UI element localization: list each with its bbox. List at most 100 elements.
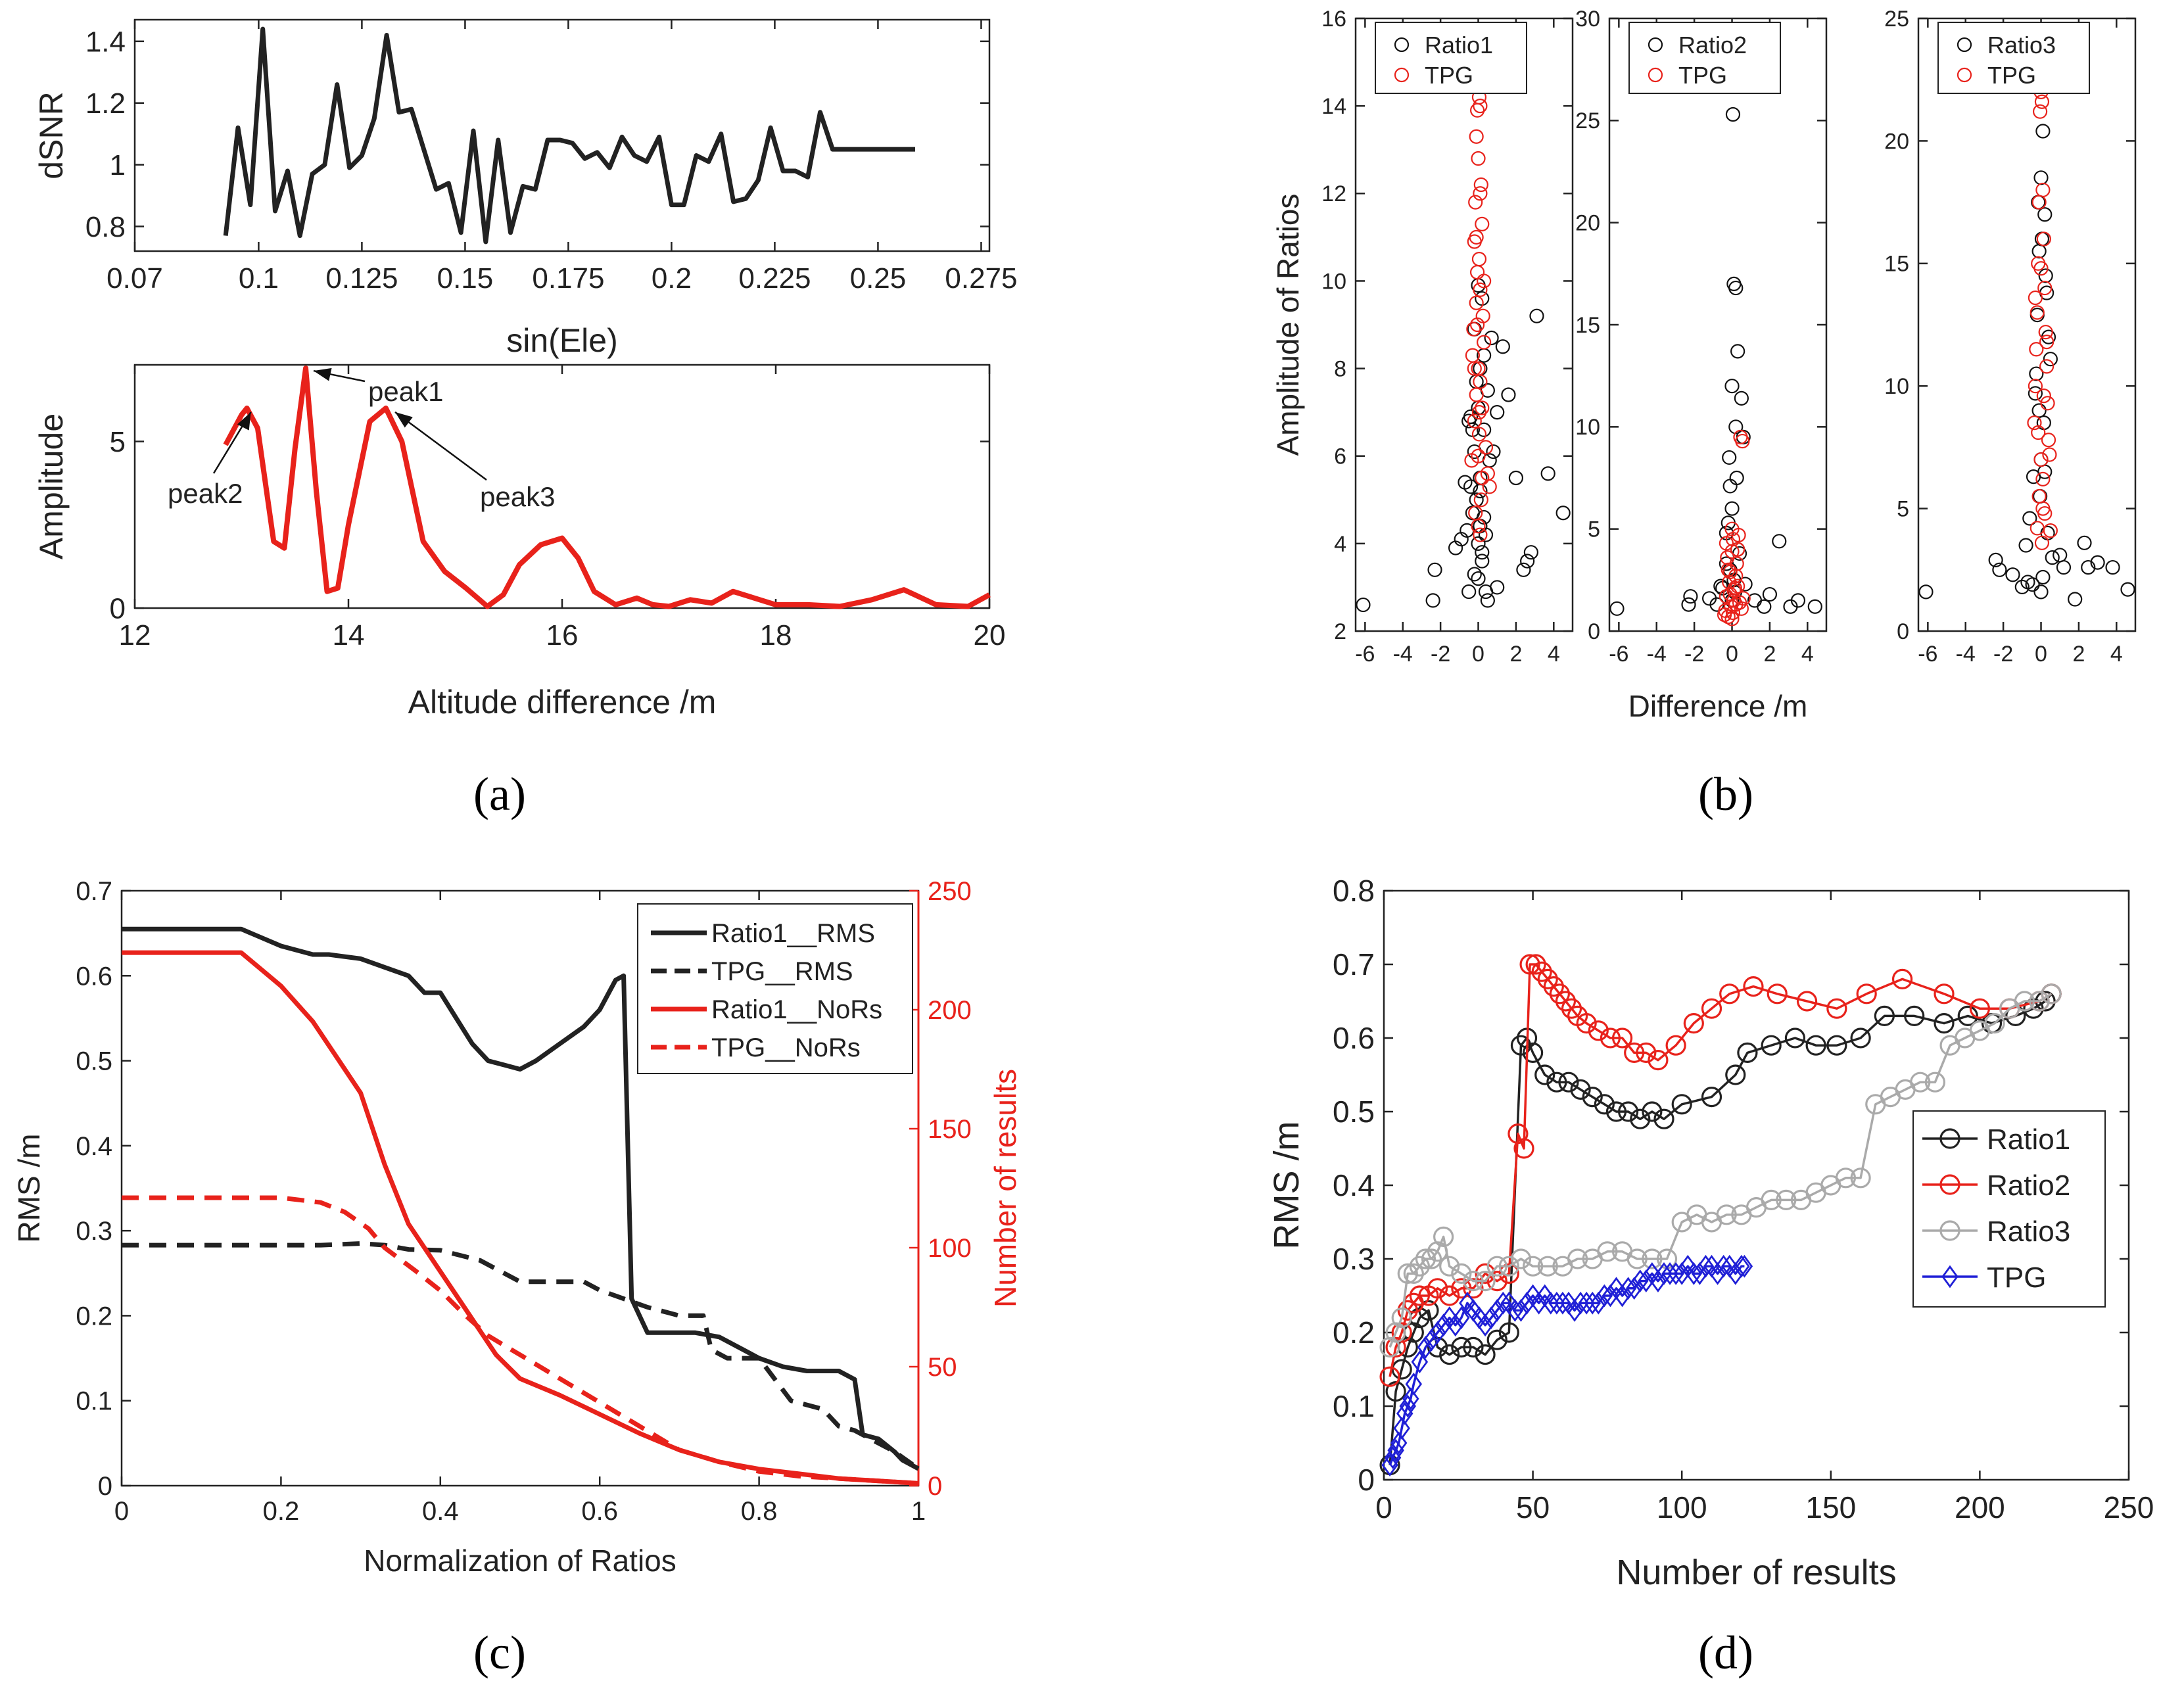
legend-marker xyxy=(1957,67,1972,83)
scatter-point-ratio2 xyxy=(1729,470,1744,486)
y-tick-label: 0.4 xyxy=(1333,1168,1375,1202)
x-tick-label: -6 xyxy=(1609,642,1628,667)
legend-marker xyxy=(1939,1220,1960,1241)
marker-ratio3 xyxy=(1463,1270,1484,1292)
marker-ratio1 xyxy=(1463,1336,1484,1358)
x-tick-label: -4 xyxy=(1647,642,1667,667)
scatter-point-tpg xyxy=(1725,532,1741,547)
marker-tpg xyxy=(1399,1394,1416,1418)
marker-tpg xyxy=(1411,1350,1429,1374)
marker-ratio3 xyxy=(1379,1336,1400,1358)
marker-tpg xyxy=(1685,1262,1703,1285)
marker-ratio3 xyxy=(2014,991,2035,1012)
marker-ratio1 xyxy=(1874,1005,1895,1027)
x-axis-label: Difference /m xyxy=(1628,689,1808,723)
marker-ratio2 xyxy=(1427,1278,1448,1299)
scatter-point-ratio1 xyxy=(1486,444,1501,460)
scatter-point-ratio1 xyxy=(1478,527,1494,542)
marker-ratio2 xyxy=(1519,954,1540,975)
marker-ratio2 xyxy=(1588,1020,1609,1041)
y-tick-label: 25 xyxy=(1884,7,1909,32)
annotation-arrow-line xyxy=(394,411,487,481)
marker-ratio2 xyxy=(1600,1027,1621,1049)
scatter-point-ratio2 xyxy=(1807,599,1822,614)
scatter-point-tpg xyxy=(2031,195,2047,210)
marker-ratio1 xyxy=(1957,1005,1978,1027)
marker-ratio1 xyxy=(1439,1344,1460,1365)
marker-tpg xyxy=(1650,1269,1667,1292)
annotation-peak2: peak2 xyxy=(168,478,243,509)
marker-ratio1 xyxy=(1558,1072,1579,1093)
marker-ratio1 xyxy=(1570,1079,1591,1100)
scatter-point-ratio2 xyxy=(1728,280,1744,296)
marker-tpg xyxy=(1494,1291,1512,1315)
marker-tpg xyxy=(1396,1402,1413,1425)
y-tick-label: 14 xyxy=(1321,94,1346,119)
scatter-point-ratio2 xyxy=(1762,586,1778,602)
marker-ratio1 xyxy=(1904,1005,1925,1027)
y-tick-label: 0.7 xyxy=(76,877,112,906)
marker-tpg xyxy=(1384,1446,1402,1469)
scatter-point-ratio3 xyxy=(2077,535,2092,550)
x-tick-label: 200 xyxy=(1955,1490,2005,1524)
marker-ratio2 xyxy=(1624,1042,1645,1064)
marker-ratio3 xyxy=(1567,1248,1588,1269)
marker-ratio1 xyxy=(1826,1035,1847,1056)
scatter-point-tpg xyxy=(1724,521,1740,536)
scatter-point-ratio3 xyxy=(2120,582,2135,597)
marker-tpg xyxy=(1709,1262,1726,1285)
marker-tpg xyxy=(1578,1291,1595,1315)
marker-ratio2 xyxy=(1543,976,1564,997)
legend-label: Ratio3 xyxy=(1987,1216,2070,1248)
legend-label: Ratio3 xyxy=(1987,32,2056,59)
marker-ratio3 xyxy=(1850,1168,1871,1189)
scatter-point-tpg xyxy=(1469,103,1485,118)
y-tick-label: 12 xyxy=(1321,181,1346,206)
scatter-point-ratio3 xyxy=(2031,403,2047,418)
marker-ratio2 xyxy=(1719,983,1740,1004)
y-tick-label: 0.4 xyxy=(76,1132,112,1161)
y-axis-label: RMS /m xyxy=(1267,1122,1306,1250)
legend-marker xyxy=(1394,67,1410,83)
x-tick-label: 20 xyxy=(974,619,1006,651)
x-axis-label: Number of results xyxy=(1616,1553,1896,1592)
marker-ratio1 xyxy=(1582,1086,1603,1108)
x-tick-label: 16 xyxy=(546,619,579,651)
axes-frame xyxy=(1917,17,2137,632)
x-tick-label: 0 xyxy=(2035,642,2047,667)
y-tick-label-right: 150 xyxy=(928,1115,972,1144)
x-tick-label: 0.25 xyxy=(850,262,907,295)
y-tick-label-right: 50 xyxy=(928,1353,957,1382)
x-tick-label: 50 xyxy=(1516,1490,1550,1524)
scatter-point-ratio1 xyxy=(1495,339,1510,354)
marker-tpg xyxy=(1613,1284,1631,1308)
marker-ratio1 xyxy=(1475,1344,1496,1365)
chart-a-top-dsnr: 0.07 0.1 0.125 0.15 0.175 0.2 0.225 0.25 0.275 0.… xyxy=(33,18,1017,359)
scatter-point-ratio2 xyxy=(1609,601,1625,616)
marker-ratio1 xyxy=(1546,1072,1567,1093)
scatter-point-tpg xyxy=(1469,317,1485,333)
marker-tpg xyxy=(1638,1269,1655,1292)
scatter-point-ratio2 xyxy=(1772,534,1787,549)
y-tick-label-right: 100 xyxy=(928,1234,972,1263)
scatter-point-ratio1 xyxy=(1555,506,1571,521)
y-axis-label: Amplitude of Ratios xyxy=(1271,194,1305,456)
y-tick-label: 16 xyxy=(1321,7,1346,32)
marker-ratio1 xyxy=(1784,1027,1806,1049)
marker-ratio2 xyxy=(1856,983,1877,1004)
marker-ratio2 xyxy=(1486,1270,1507,1292)
x-tick-label: 2 xyxy=(2072,642,2085,667)
chart-a-bottom-amplitude: 12 14 16 18 20 0 5 Amplitude Altitude difference… xyxy=(33,364,1006,720)
y-tick-label: 5 xyxy=(1897,497,1909,522)
x-tick-label: 4 xyxy=(2110,642,2123,667)
x-tick-label: 150 xyxy=(1805,1490,1856,1524)
annotation-peak3: peak3 xyxy=(480,481,555,512)
marker-ratio3 xyxy=(1642,1248,1663,1269)
scatter-point-tpg xyxy=(2030,305,2045,320)
scatter-point-tpg xyxy=(2037,280,2053,296)
legend-marker xyxy=(1939,1174,1960,1195)
marker-ratio1 xyxy=(1391,1359,1412,1380)
y-axis-label: dSNR xyxy=(33,91,70,179)
